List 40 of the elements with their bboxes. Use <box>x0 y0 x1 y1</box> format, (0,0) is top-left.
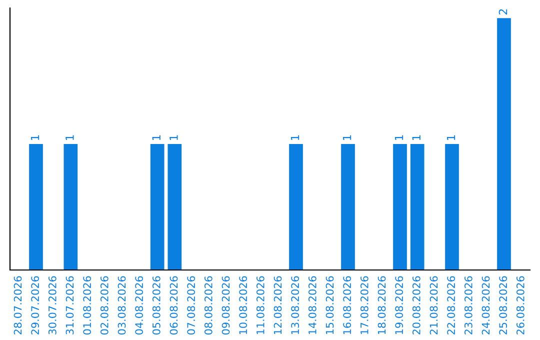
data-label: 2 <box>498 9 508 14</box>
x-tick-label: 13.08.2026 <box>291 276 300 334</box>
data-label: 1 <box>412 135 420 140</box>
x-tick-label: 20.08.2026 <box>412 276 420 334</box>
x-tick-label: 31.07.2026 <box>66 276 74 334</box>
data-label: 1 <box>66 135 74 140</box>
x-tick-label: 29.07.2026 <box>31 276 40 334</box>
x-tick-label: 19.08.2026 <box>395 276 404 334</box>
x-tick-label: 25.08.2026 <box>499 276 508 334</box>
data-label: 1 <box>290 135 300 140</box>
x-tick-label: 11.08.2026 <box>256 276 264 334</box>
x-tick-label: 15.08.2026 <box>326 276 334 334</box>
data-label: 1 <box>446 135 456 140</box>
x-tick-label: 21.08.2026 <box>430 276 438 334</box>
x-tick-label: 18.08.2026 <box>378 276 386 334</box>
x-tick-label: 06.08.2026 <box>170 276 178 335</box>
x-tick-label: 12.08.2026 <box>274 276 282 334</box>
x-tick-label: 24.08.2026 <box>482 276 490 334</box>
data-label: 1 <box>342 135 352 140</box>
x-tick-label: 22.08.2026 <box>447 276 456 334</box>
x-tick-label: 23.08.2026 <box>464 276 472 334</box>
x-tick-label: 07.08.2026 <box>187 276 196 335</box>
data-label: 1 <box>30 135 40 140</box>
x-tick-label: 30.07.2026 <box>48 276 56 334</box>
data-label: 1 <box>394 135 404 140</box>
x-tick-label: 14.08.2026 <box>308 276 316 334</box>
x-tick-label: 10.08.2026 <box>239 276 248 334</box>
x-tick-label: 05.08.2026 <box>152 276 160 335</box>
x-tick-label: 26.08.2026 <box>516 276 524 334</box>
x-tick-label: 08.08.2026 <box>204 276 212 335</box>
x-tick-label: 09.08.2026 <box>222 276 230 335</box>
x-tick-label: 01.08.2026 <box>83 276 92 335</box>
x-tick-label: 28.07.2026 <box>14 276 22 334</box>
x-tick-label: 03.08.2026 <box>118 276 126 335</box>
x-tick-label: 16.08.2026 <box>343 276 352 334</box>
x-tick-label: 17.08.2026 <box>360 276 368 334</box>
data-label: 1 <box>170 135 178 140</box>
x-tick-label: 04.08.2026 <box>135 276 144 335</box>
data-label: 1 <box>152 135 160 140</box>
x-tick-label: 02.08.2026 <box>100 276 108 335</box>
